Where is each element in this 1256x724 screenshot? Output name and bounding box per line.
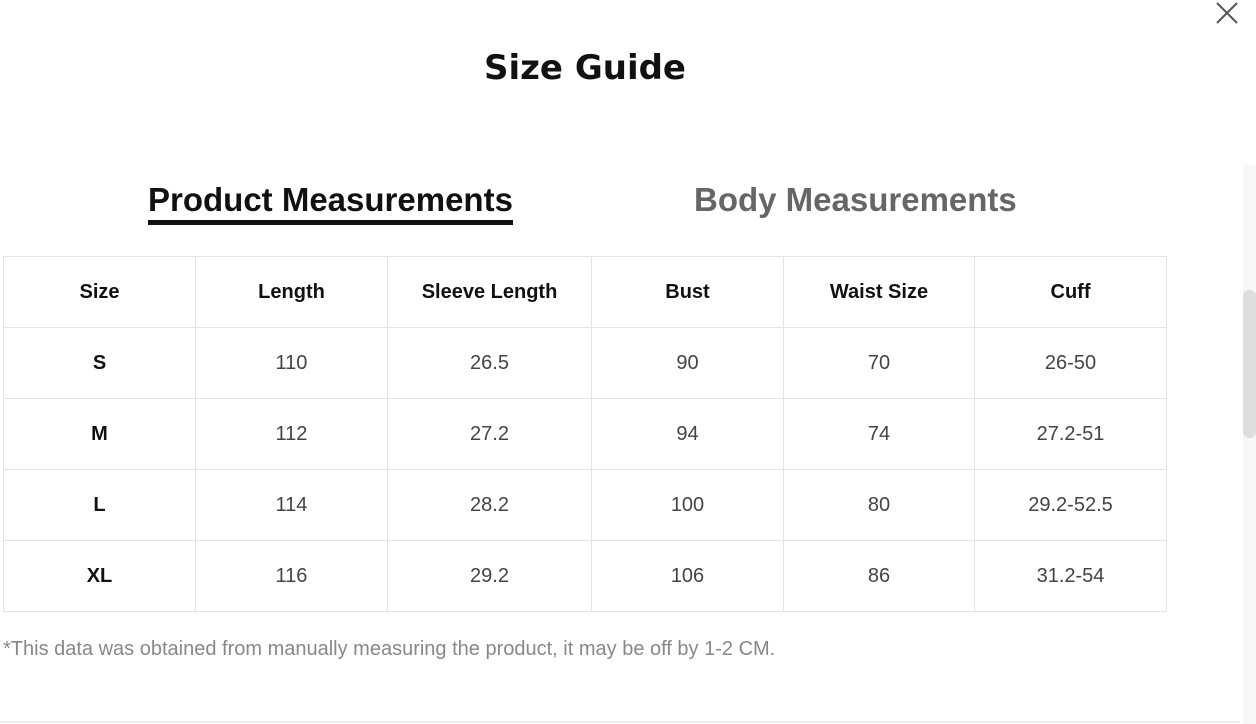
column-header: Cuff — [974, 256, 1167, 328]
table-header-row: Size Length Sleeve Length Bust Waist Size Cuf… — [3, 256, 1167, 328]
table-cell: 90 — [591, 327, 784, 399]
close-icon[interactable] — [1214, 0, 1240, 26]
table-row: L 114 28.2 100 80 29.2-52.5 — [3, 469, 1167, 541]
tab-body-measurements[interactable]: Body Measurements — [694, 181, 1017, 218]
table-cell: 70 — [783, 327, 975, 399]
column-header: Length — [195, 256, 388, 328]
table-cell: 94 — [591, 398, 784, 470]
scrollbar-thumb[interactable] — [1243, 290, 1256, 438]
size-cell: XL — [3, 540, 196, 612]
table-cell: 100 — [591, 469, 784, 541]
size-table: Size Length Sleeve Length Bust Waist Size Cuf… — [3, 256, 1167, 612]
size-cell: M — [3, 398, 196, 470]
table-cell: 106 — [591, 540, 784, 612]
table-cell: 112 — [195, 398, 388, 470]
table-row: XL 116 29.2 106 86 31.2-54 — [3, 540, 1167, 612]
scrollbar-track[interactable] — [1243, 165, 1256, 724]
column-header: Bust — [591, 256, 784, 328]
table-cell: 80 — [783, 469, 975, 541]
column-header: Waist Size — [783, 256, 975, 328]
table-cell: 26-50 — [974, 327, 1167, 399]
size-cell: L — [3, 469, 196, 541]
table-cell: 74 — [783, 398, 975, 470]
divider — [0, 721, 1240, 723]
table-cell: 29.2 — [387, 540, 592, 612]
size-cell: S — [3, 327, 196, 399]
table-cell: 27.2 — [387, 398, 592, 470]
table-cell: 110 — [195, 327, 388, 399]
column-header: Size — [3, 256, 196, 328]
table-cell: 27.2-51 — [974, 398, 1167, 470]
table-cell: 31.2-54 — [974, 540, 1167, 612]
table-cell: 114 — [195, 469, 388, 541]
table-cell: 28.2 — [387, 469, 592, 541]
table-cell: 86 — [783, 540, 975, 612]
table-row: M 112 27.2 94 74 27.2-51 — [3, 398, 1167, 470]
page-title: Size Guide — [484, 48, 686, 88]
column-header: Sleeve Length — [387, 256, 592, 328]
tab-product-measurements[interactable]: Product Measurements — [148, 180, 513, 225]
table-cell: 116 — [195, 540, 388, 612]
table-cell: 29.2-52.5 — [974, 469, 1167, 541]
measurement-note: *This data was obtained from manually me… — [3, 638, 776, 660]
table-cell: 26.5 — [387, 327, 592, 399]
table-row: S 110 26.5 90 70 26-50 — [3, 327, 1167, 399]
